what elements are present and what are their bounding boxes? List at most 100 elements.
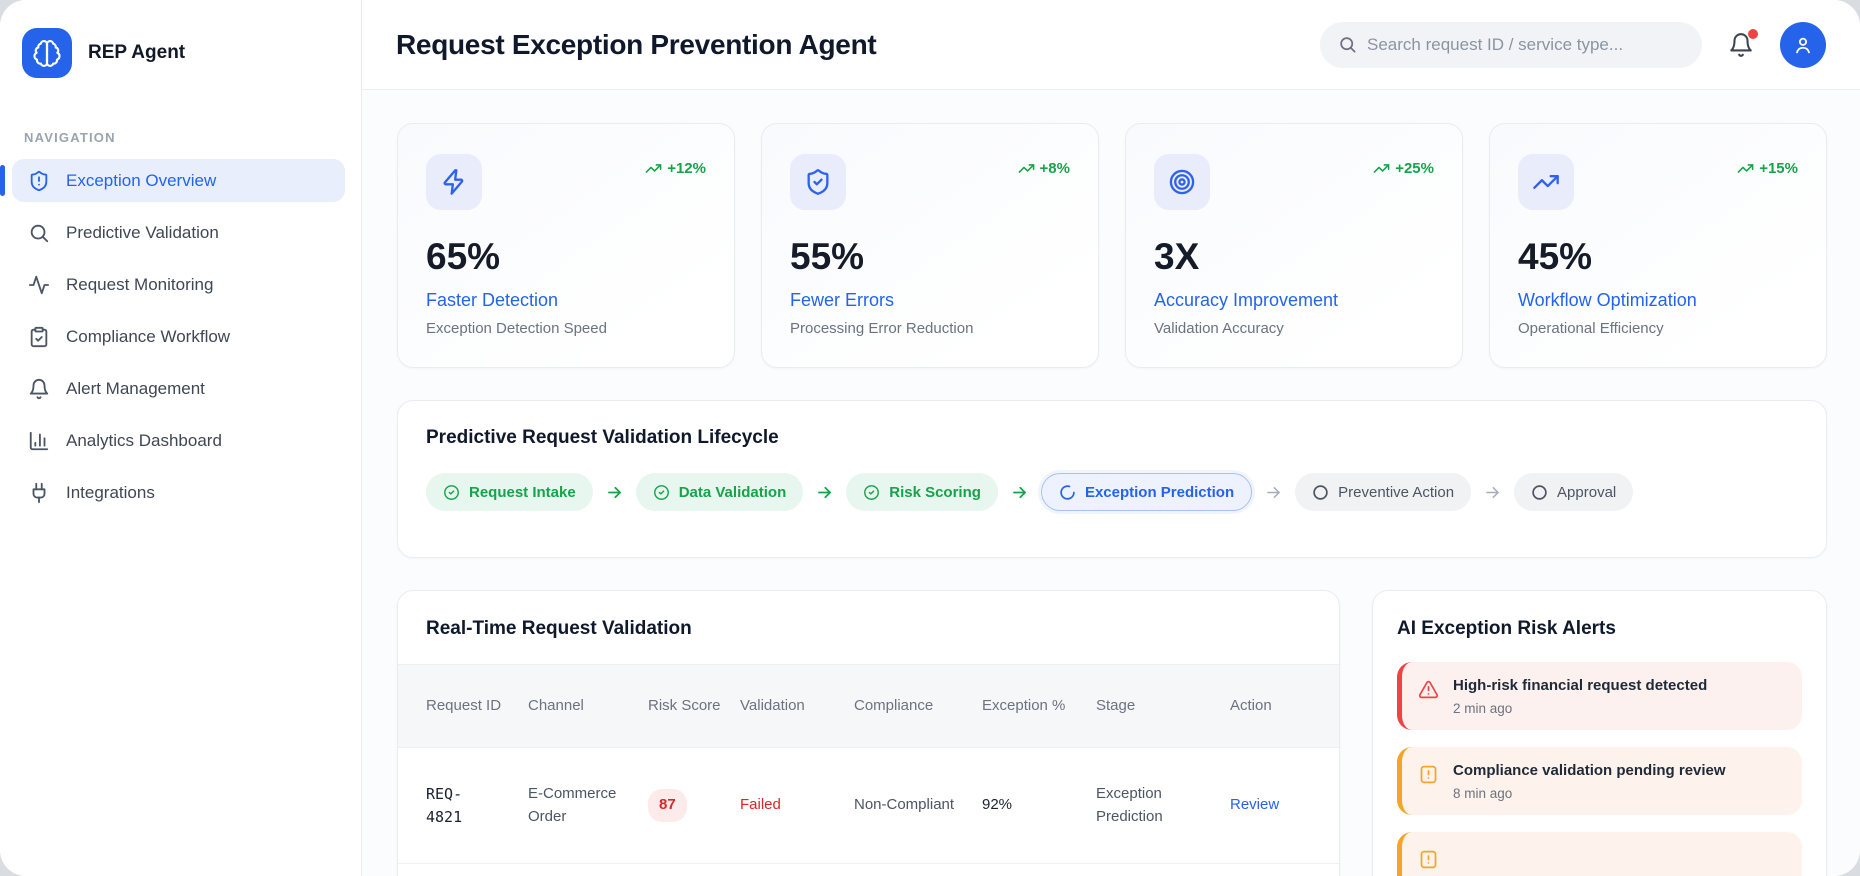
stat-card-fewer-errors: +8% 55% Fewer Errors Processing Error Re… bbox=[761, 123, 1099, 368]
stat-value: 45% bbox=[1518, 236, 1593, 277]
step-risk-scoring: Risk Scoring bbox=[846, 473, 998, 511]
arrow-right-icon bbox=[1483, 483, 1502, 502]
sidebar-item-analytics-dashboard[interactable]: Analytics Dashboard bbox=[12, 419, 345, 462]
alert-square-icon bbox=[1418, 849, 1439, 876]
stat-sublabel: Processing Error Reduction bbox=[790, 320, 974, 337]
shield-alert-icon bbox=[28, 170, 50, 192]
stat-value: 3X bbox=[1154, 236, 1200, 277]
alert-triangle-icon bbox=[1418, 679, 1439, 716]
review-link[interactable]: Review bbox=[1230, 796, 1280, 814]
column-header: Exception % bbox=[982, 697, 1066, 715]
step-label: Request Intake bbox=[469, 483, 576, 501]
shield-check-icon bbox=[790, 154, 846, 210]
stat-label: Faster Detection bbox=[426, 290, 559, 310]
sidebar-item-compliance-workflow[interactable]: Compliance Workflow bbox=[12, 315, 345, 358]
sidebar: REP Agent NAVIGATION Exception Overview … bbox=[0, 0, 362, 876]
topbar: Request Exception Prevention Agent bbox=[362, 0, 1860, 90]
step-label: Exception Prediction bbox=[1084, 483, 1235, 501]
alert-item-compliance-pending[interactable]: Compliance validation pending review 8 m… bbox=[1397, 747, 1802, 815]
alert-title: Compliance validation pending review bbox=[1453, 762, 1726, 779]
bar-chart-icon bbox=[28, 430, 50, 452]
table-header-row: Request ID Channel Risk Score Validation… bbox=[398, 664, 1339, 748]
step-approval: Approval bbox=[1514, 473, 1634, 511]
sidebar-nav: Exception Overview Predictive Validation… bbox=[0, 159, 361, 514]
sidebar-item-label: Integrations bbox=[66, 482, 155, 502]
alert-title: High-risk financial request detected bbox=[1453, 677, 1708, 694]
brand: REP Agent bbox=[0, 24, 361, 78]
search-input[interactable] bbox=[1367, 34, 1684, 55]
bell-icon bbox=[28, 378, 50, 400]
lifecycle-title: Predictive Request Validation Lifecycle bbox=[426, 427, 779, 448]
step-label: Preventive Action bbox=[1338, 483, 1455, 501]
page-title: Request Exception Prevention Agent bbox=[396, 28, 877, 60]
brand-name: REP Agent bbox=[88, 42, 186, 63]
sidebar-item-predictive-validation[interactable]: Predictive Validation bbox=[12, 211, 345, 254]
sidebar-item-label: Predictive Validation bbox=[66, 222, 219, 242]
cell-validation-status: Failed bbox=[740, 796, 781, 814]
cell-exception-pct: 92% bbox=[982, 796, 1013, 814]
step-request-intake: Request Intake bbox=[426, 473, 593, 511]
validation-table-section: Real-Time Request Validation Request ID … bbox=[397, 590, 1340, 876]
column-header: Stage bbox=[1096, 697, 1136, 715]
stat-card-accuracy-improvement: +25% 3X Accuracy Improvement Validation … bbox=[1125, 123, 1463, 368]
cell-stage: Exception Prediction bbox=[1096, 785, 1163, 825]
trend-value: +8% bbox=[1039, 160, 1070, 177]
cell-action: Review bbox=[1230, 794, 1302, 817]
column-header: Request ID bbox=[426, 697, 502, 715]
sidebar-item-label: Exception Overview bbox=[66, 170, 217, 190]
step-preventive-action: Preventive Action bbox=[1295, 473, 1472, 511]
search-box[interactable] bbox=[1320, 21, 1702, 68]
circle-icon bbox=[1531, 484, 1548, 501]
clipboard-check-icon bbox=[28, 326, 50, 348]
plug-icon bbox=[28, 482, 50, 504]
lifecycle-section: Predictive Request Validation Lifecycle … bbox=[397, 400, 1827, 558]
step-data-validation: Data Validation bbox=[635, 473, 804, 511]
trending-up-icon bbox=[1018, 160, 1035, 177]
trend-value: +15% bbox=[1759, 160, 1798, 177]
check-circle-icon bbox=[653, 484, 670, 501]
sidebar-item-label: Alert Management bbox=[66, 378, 205, 398]
alert-time: 2 min ago bbox=[1453, 701, 1513, 716]
step-exception-prediction: Exception Prediction bbox=[1040, 473, 1253, 511]
sidebar-item-label: Compliance Workflow bbox=[66, 326, 231, 346]
risk-score-badge: 87 bbox=[648, 789, 687, 822]
sidebar-item-exception-overview[interactable]: Exception Overview bbox=[0, 159, 345, 202]
trending-up-icon bbox=[645, 160, 662, 177]
step-label: Approval bbox=[1557, 483, 1617, 501]
trend-value: +25% bbox=[1395, 160, 1434, 177]
sidebar-item-integrations[interactable]: Integrations bbox=[12, 471, 345, 514]
column-header: Validation bbox=[740, 697, 805, 715]
loader-icon bbox=[1059, 484, 1076, 501]
alert-item-partial[interactable] bbox=[1397, 832, 1802, 876]
trending-up-icon bbox=[1518, 154, 1574, 210]
stat-value: 65% bbox=[426, 236, 501, 277]
arrow-right-icon bbox=[605, 483, 624, 502]
column-header: Channel bbox=[528, 697, 584, 715]
alert-item-high-risk[interactable]: High-risk financial request detected 2 m… bbox=[1397, 662, 1802, 730]
sidebar-item-request-monitoring[interactable]: Request Monitoring bbox=[12, 263, 345, 306]
check-circle-icon bbox=[863, 484, 880, 501]
table-title: Real-Time Request Validation bbox=[426, 618, 692, 639]
stat-value: 55% bbox=[790, 236, 865, 277]
user-avatar[interactable] bbox=[1780, 21, 1826, 68]
arrow-right-icon bbox=[1010, 483, 1029, 502]
table-row: REQ-4821 E-Commerce Order 87 Failed Non-… bbox=[398, 748, 1339, 864]
sidebar-item-label: Request Monitoring bbox=[66, 274, 214, 294]
stat-label: Workflow Optimization bbox=[1518, 290, 1697, 310]
notifications-button[interactable] bbox=[1728, 28, 1758, 58]
check-circle-icon bbox=[443, 484, 460, 501]
sidebar-item-label: Analytics Dashboard bbox=[66, 430, 222, 450]
trend-badge: +15% bbox=[1737, 160, 1798, 177]
trend-badge: +25% bbox=[1373, 160, 1434, 177]
column-header: Action bbox=[1230, 697, 1272, 715]
trend-value: +12% bbox=[667, 160, 706, 177]
search-icon bbox=[1338, 35, 1357, 54]
main-content: +12% 65% Faster Detection Exception Dete… bbox=[362, 90, 1860, 876]
arrow-right-icon bbox=[1264, 483, 1283, 502]
nav-section-label: NAVIGATION bbox=[24, 130, 116, 145]
circle-icon bbox=[1312, 484, 1329, 501]
sidebar-item-alert-management[interactable]: Alert Management bbox=[12, 367, 345, 410]
trend-badge: +12% bbox=[645, 160, 706, 177]
activity-icon bbox=[28, 274, 50, 296]
trending-up-icon bbox=[1737, 160, 1754, 177]
